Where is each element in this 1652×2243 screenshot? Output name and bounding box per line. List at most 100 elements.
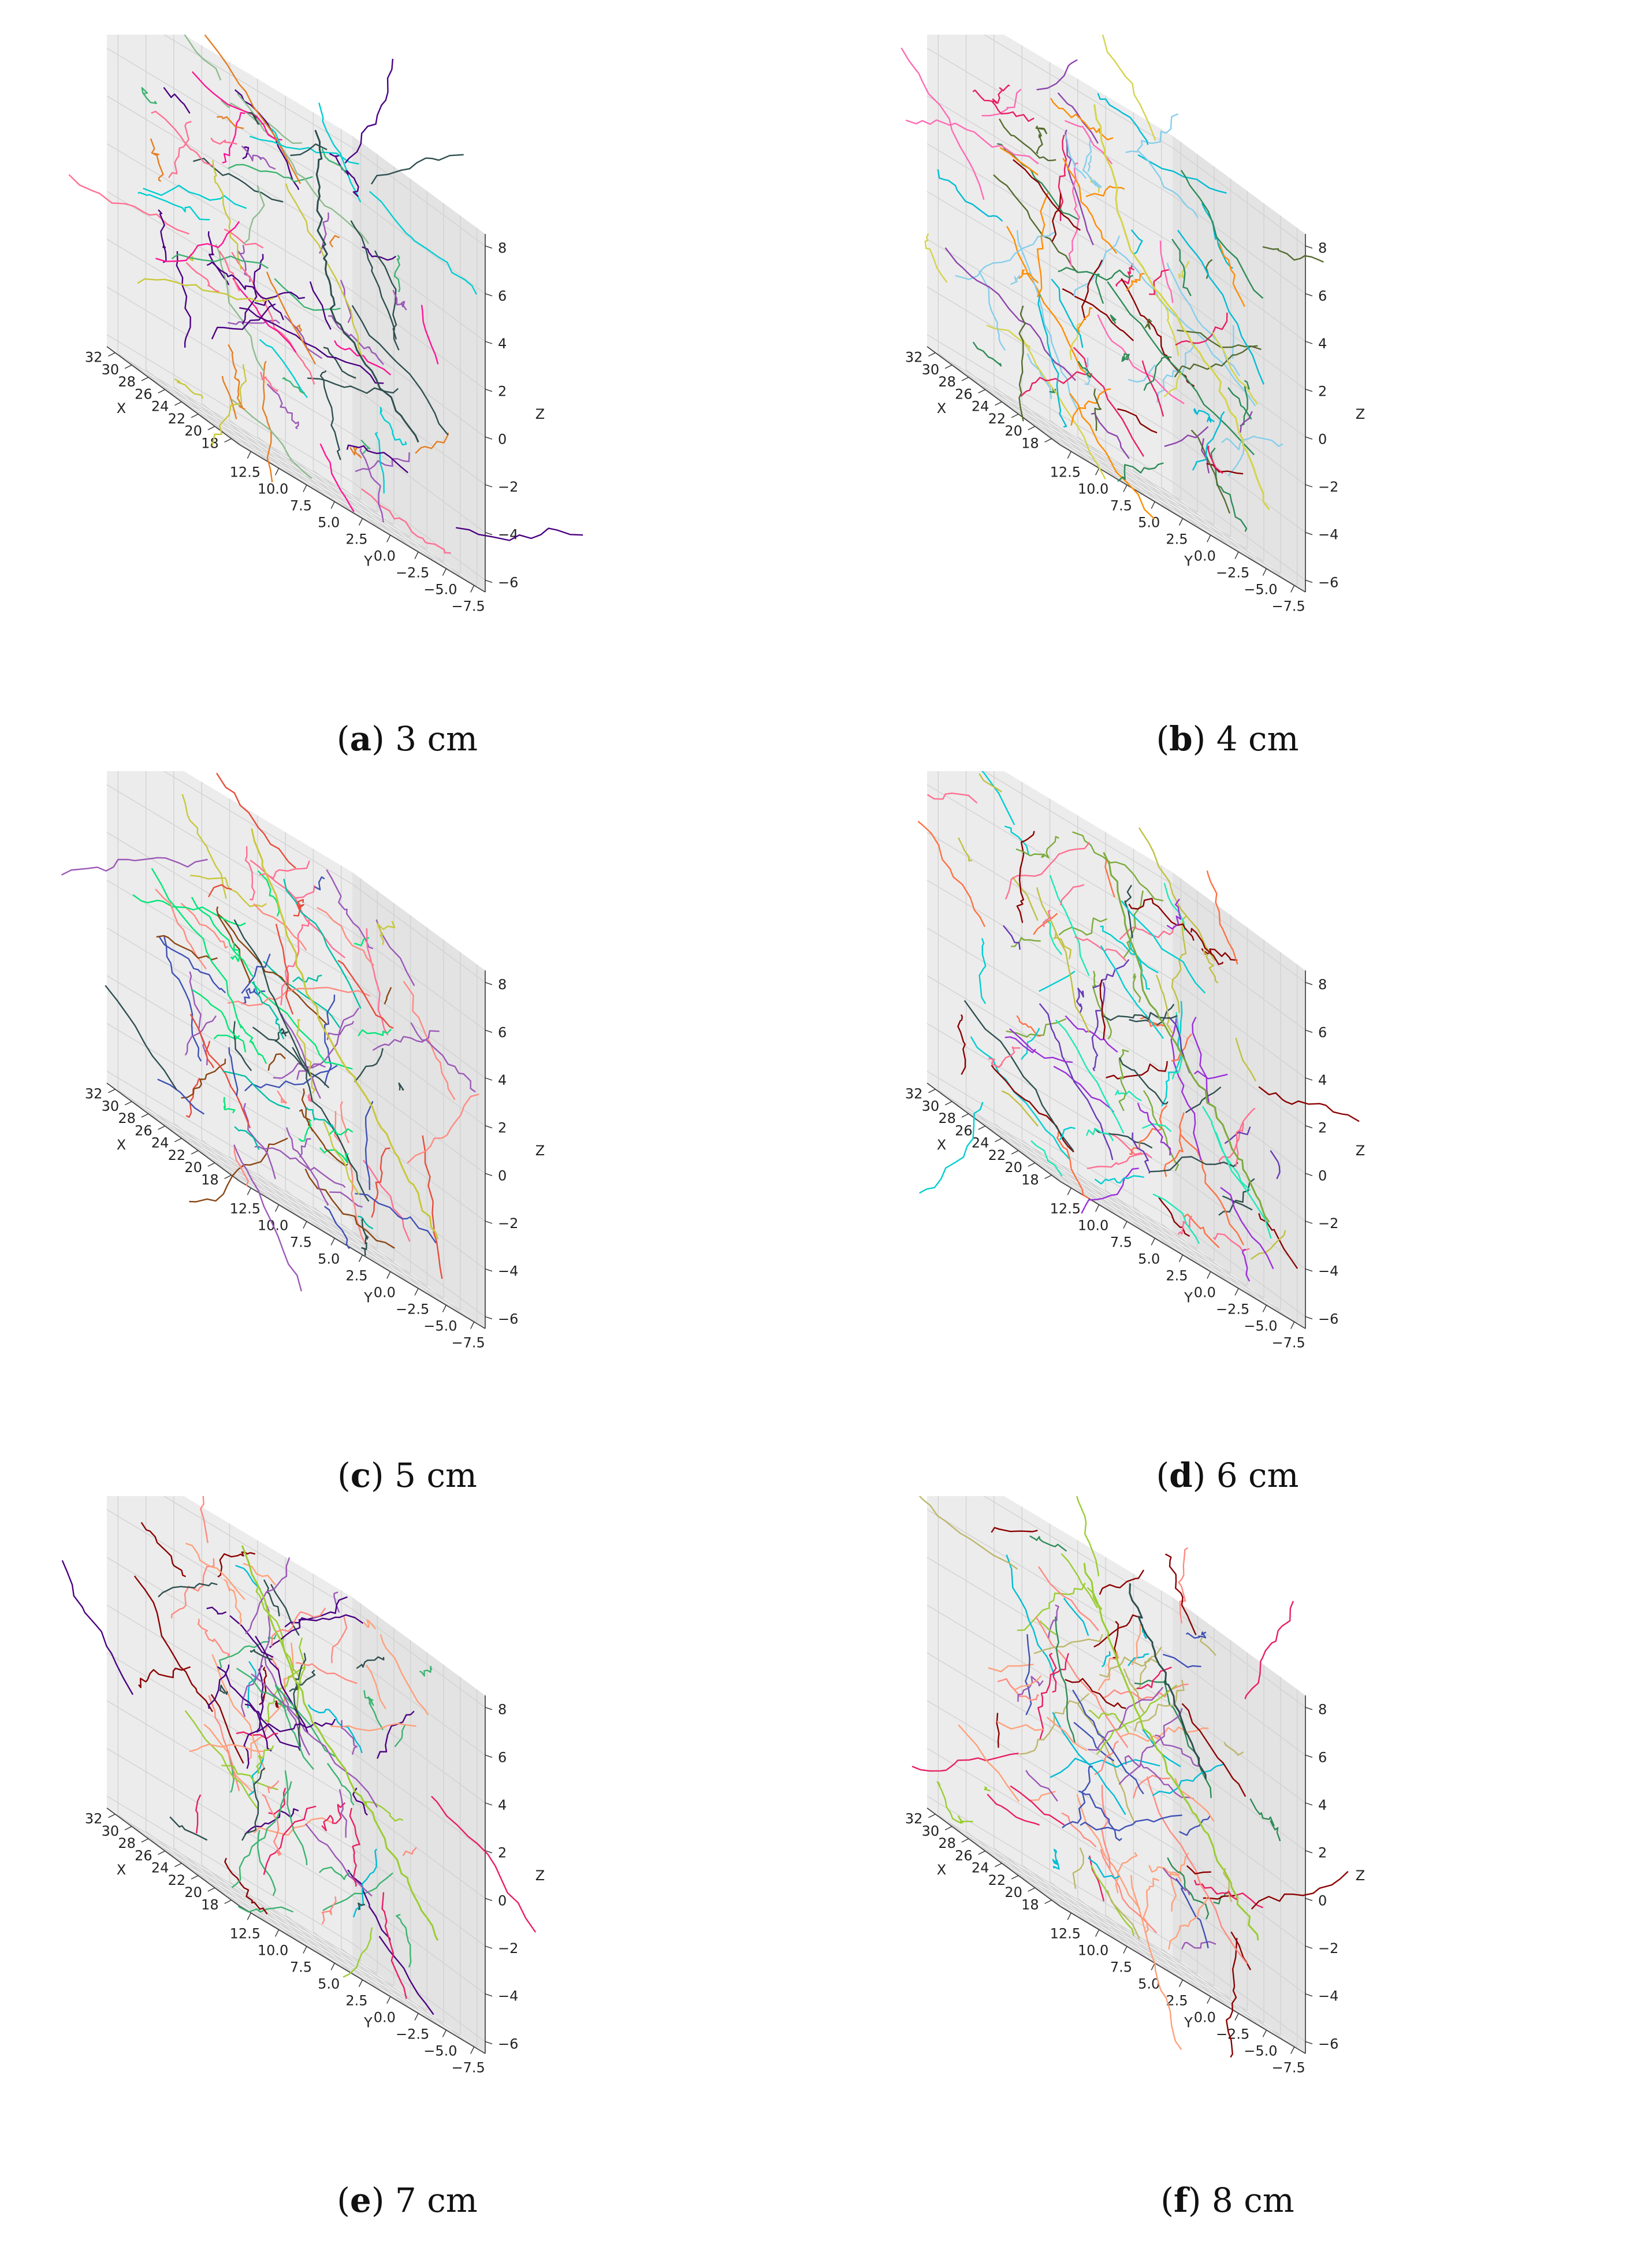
crack-segment (1226, 1937, 1238, 2058)
caption-a: (a) 3 cm (336, 719, 478, 758)
x-tick-mark (141, 1113, 149, 1118)
y-tick-label: 12.5 (1050, 1201, 1081, 1217)
z-tick-mark (485, 1898, 493, 1901)
crack-segment (410, 1022, 476, 1093)
gridline-z (927, 334, 1173, 482)
crack-segment (285, 1127, 329, 1206)
y-tick-label: −5.0 (423, 581, 457, 597)
crack-segment (1193, 408, 1215, 423)
x-tick-mark (108, 1813, 116, 1818)
crack-segment (1171, 1033, 1193, 1062)
crack-segment (958, 1724, 1020, 1802)
crack-segment (1223, 1742, 1244, 1756)
z-tick-label: 8 (1318, 1702, 1327, 1718)
crack-segment (1125, 113, 1179, 154)
crack-segment (1203, 1895, 1236, 1900)
gridline-y (1133, 1931, 1267, 2030)
crack-segment (1035, 1616, 1129, 1749)
crack-segment (266, 271, 317, 364)
crack-segment (191, 71, 282, 141)
z-tick-label: −6 (498, 574, 518, 590)
crack-segment (997, 1678, 1040, 1701)
crack-segment (158, 209, 167, 263)
crack-segment (1052, 1848, 1060, 1870)
crack-segment (1072, 831, 1164, 902)
crack-segment (1152, 1193, 1200, 1244)
gridline-y (229, 419, 363, 519)
gridline-z (1172, 338, 1306, 437)
crack-segment (1016, 831, 1035, 923)
x-tick-mark (978, 1125, 985, 1130)
gridline-z (106, 832, 353, 980)
crack-segment (1143, 1877, 1160, 1934)
x-tick-mark (191, 1150, 199, 1155)
crack-segment (215, 244, 265, 373)
crack-segment (138, 1666, 191, 1688)
gridline-z (106, 239, 353, 387)
gridline-z (927, 95, 1173, 244)
crack-segment (241, 1602, 271, 1717)
crack-segment (222, 111, 245, 164)
crack-segment (981, 88, 1022, 117)
x-tick-mark (928, 1813, 936, 1818)
z-tick-label: 0 (1318, 431, 1327, 447)
crack-segment (1186, 1865, 1211, 1874)
y-tick-mark (247, 1913, 251, 1920)
z-tick-mark (485, 1077, 493, 1081)
x-tick-mark (1011, 1875, 1019, 1880)
crack-segment (274, 1028, 289, 1042)
z-tick-mark (1305, 436, 1313, 440)
crack-segment (210, 137, 237, 145)
z-tick-label: −4 (498, 1263, 518, 1279)
gridline-y (341, 1948, 475, 2047)
y-tick-label: 0.0 (374, 1284, 396, 1300)
gridline-y (1021, 1864, 1155, 1964)
crack-segment (384, 987, 392, 1005)
crack-segments (61, 772, 479, 1292)
crack-segment (996, 1713, 1000, 1748)
gridline-z (927, 191, 1173, 339)
gridline-z (352, 1218, 486, 1317)
crack-segment (251, 981, 353, 1070)
crack-segment (396, 1914, 412, 1968)
crack-segment (351, 305, 449, 436)
crack-segment (1100, 1784, 1111, 1869)
crack-segment (267, 1053, 286, 1071)
crack-segment (374, 432, 385, 494)
crack-segment (1175, 313, 1228, 346)
z-tick-label: 6 (1318, 288, 1327, 304)
gridline-z (352, 386, 486, 485)
gridline-z (1172, 291, 1306, 390)
crack-segment (422, 1135, 443, 1279)
z-tick-mark (485, 1707, 493, 1710)
x-tick-mark (174, 401, 182, 406)
gridline-y (146, 370, 280, 469)
chart-plot-d: 182022242628303212.510.07.55.02.50.0−2.5… (905, 771, 1365, 1351)
gridline-y (994, 386, 1128, 486)
gridline-z (1172, 1656, 1306, 1755)
crack-segment (233, 919, 311, 1077)
x-tick-label: 24 (151, 399, 169, 415)
x-tick-mark (207, 1887, 215, 1892)
x-tick-label: 32 (85, 1086, 103, 1102)
crack-segment (250, 135, 359, 165)
crack-segment (911, 1753, 1019, 1772)
crack-segment (1200, 1636, 1216, 1656)
crack-segment (1077, 360, 1092, 378)
crack-segment (284, 1770, 308, 1865)
chart-plot-c: 182022242628303212.510.07.55.02.50.0−2.5… (61, 771, 545, 1351)
crack-segment (1193, 1880, 1263, 1909)
crack-segment (359, 448, 384, 523)
crack-segment (184, 35, 222, 81)
y-tick-mark (303, 485, 307, 492)
gridline-y (994, 1847, 1128, 1947)
y-tick-mark (1234, 1288, 1239, 1296)
y-tick-label: 0.0 (1194, 1284, 1216, 1300)
y-tick-label: −2.5 (396, 2026, 429, 2042)
x-tick-mark (961, 1113, 969, 1118)
z-tick-mark (1305, 389, 1313, 392)
x-tick-label: 22 (988, 1147, 1006, 1163)
gridline-y (173, 386, 307, 486)
crack-segment (338, 1789, 348, 1838)
gridline-y (201, 1139, 335, 1239)
